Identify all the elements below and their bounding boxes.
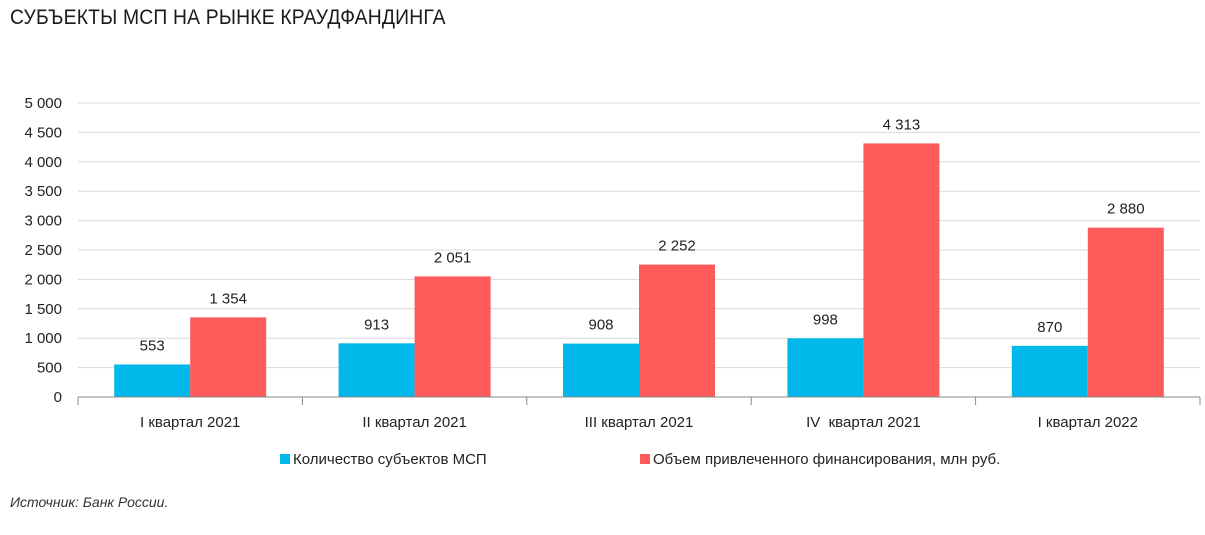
data-label: 913 [364,316,389,333]
y-tick-label: 2 000 [24,271,62,288]
data-label: 553 [140,337,165,354]
y-tick-label: 500 [37,360,62,377]
y-tick-label: 3 000 [24,213,62,230]
bar-smb-count [114,364,191,397]
y-tick-label: 5 000 [24,95,62,112]
y-axis-ticks: 0 500 1 000 1 500 2 000 2 500 3 000 3 500 4 000 4… [24,95,62,406]
bar-funding-volume [639,264,715,397]
bar-smb-count [787,338,864,397]
y-tick-label: 4 000 [24,154,62,171]
x-tick-label: I квартал 2021 [140,414,240,431]
legend-label: Количество субъектов МСП [293,451,487,468]
y-tick-label: 2 500 [24,242,62,259]
legend-label: Объем привлеченного финансирования, млн … [653,451,1000,468]
x-tick-label: I квартал 2022 [1038,414,1138,431]
x-tick-label: II квартал 2021 [362,414,467,431]
y-tick-label: 0 [54,389,62,406]
source-note: Источник: Банк России. [10,494,169,510]
data-label: 1 354 [209,290,247,307]
bar-smb-count [563,343,639,397]
legend-swatch-funding-volume [640,454,650,464]
data-label: 998 [813,311,838,328]
data-label: 2 880 [1107,201,1145,218]
bar-funding-volume [190,317,267,397]
y-tick-label: 4 500 [24,124,62,141]
legend-swatch-smb-count [280,454,290,464]
bar-funding-volume [1087,227,1164,397]
y-tick-label: 1 000 [24,330,62,347]
legend: Количество субъектов МСП Объем привлеченн… [280,451,1000,468]
x-tick-label: III квартал 2021 [585,414,694,431]
bar-smb-count [1011,345,1088,397]
y-tick-label: 1 500 [24,301,62,318]
data-label: 2 051 [434,249,472,266]
bar-funding-volume [863,143,940,397]
data-label: 2 252 [658,238,696,255]
y-tick-label: 3 500 [24,183,62,200]
x-tick-label: IV квартал 2021 [806,414,921,431]
chart-title: СУБЪЕКТЫ МСП НА РЫНКЕ КРАУДФАНДИНГА [10,6,446,29]
bar-funding-volume [414,276,491,397]
data-labels: 553 1 354 913 2 051 908 2 252 998 4 313 870 2 880 [140,116,1145,354]
bars [114,143,1164,397]
bar-smb-count [338,343,415,397]
data-label: 870 [1037,319,1062,336]
x-axis: I квартал 2021 II квартал 2021 III квартал… [77,396,1201,431]
data-label: 908 [588,317,613,334]
data-label: 4 313 [883,116,921,133]
